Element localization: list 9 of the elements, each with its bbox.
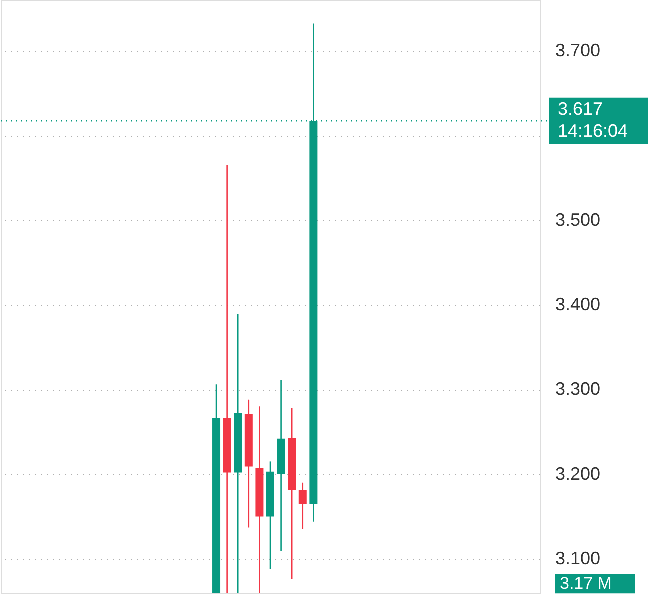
candlestick [298, 482, 307, 530]
y-tick-label: 3.400 [556, 294, 601, 314]
y-tick-label: 3.100 [556, 548, 601, 569]
y-tick-label: 3.500 [556, 210, 601, 230]
text: 3.17 M [560, 574, 612, 593]
y-tick-label: 3.700 [556, 40, 601, 60]
y-tick-label: 3.300 [556, 379, 601, 400]
ref-line-label: 3.617 14:16:04 [558, 99, 628, 142]
y-tick-label: 3.200 [556, 464, 601, 484]
